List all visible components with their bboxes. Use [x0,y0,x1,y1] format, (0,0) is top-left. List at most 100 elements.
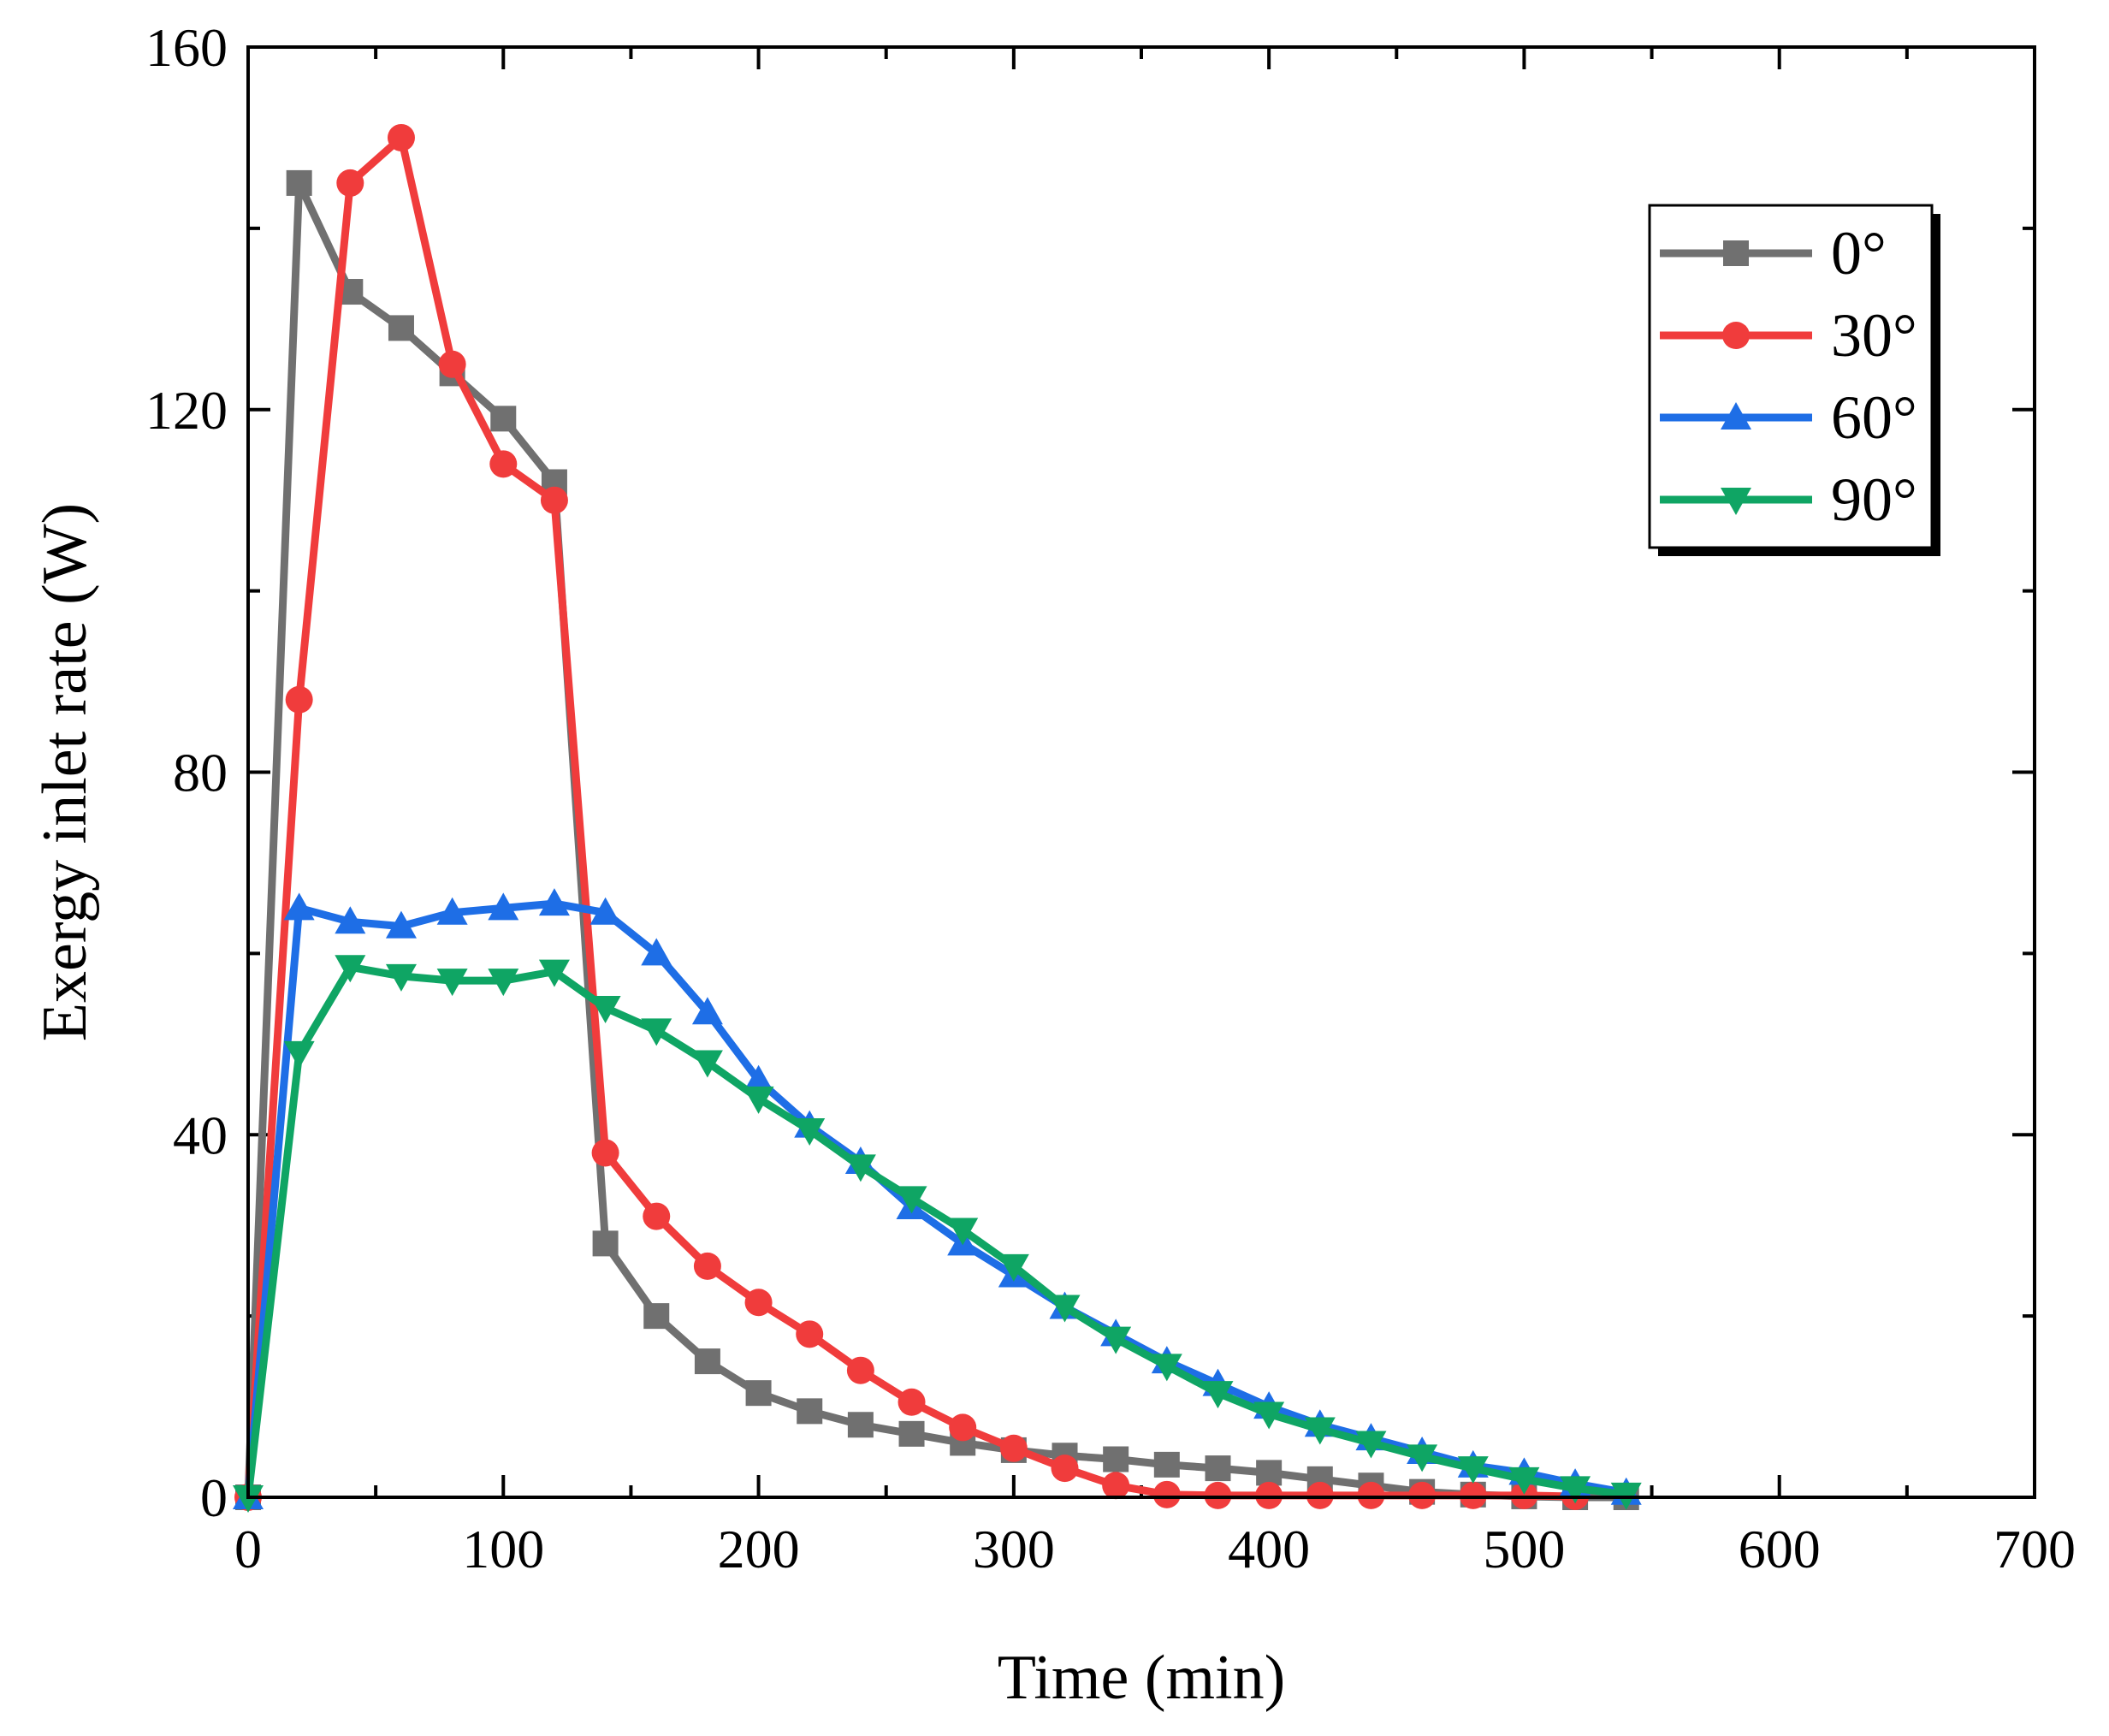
plot-series [233,123,1642,1513]
data-point [641,938,672,966]
data-point [388,315,414,341]
data-point [1100,1326,1132,1354]
plot-frame [246,45,2036,1499]
data-point [1508,1466,1540,1495]
data-point [385,910,417,939]
data-point [1103,1446,1129,1472]
data-point [847,1412,874,1438]
data-point [438,350,466,378]
data-point [385,963,417,992]
x-tick-label: 400 [1228,1519,1310,1579]
legend-item: 30° [1660,301,1917,370]
legend-label: 30° [1831,301,1917,370]
data-point [1204,1481,1232,1509]
data-point [1306,1481,1334,1509]
data-point [794,1117,826,1146]
data-point [285,685,313,714]
data-point [691,1050,723,1078]
data-point [335,955,366,983]
data-point [844,1154,876,1182]
series-3 [233,955,1642,1513]
series-line [244,179,1631,1502]
data-point [488,969,519,997]
data-point [691,997,723,1025]
data-point [436,969,468,997]
legend-label: 0° [1831,219,1887,287]
data-point [898,1388,926,1416]
data-point [591,1139,619,1167]
data-point [335,906,366,934]
x-tick-label: 0 [234,1519,262,1579]
data-point [490,406,517,432]
x-tick-label: 500 [1483,1519,1565,1579]
data-point [1151,1354,1182,1382]
data-point [743,1086,774,1114]
legend-label: 60° [1831,383,1917,452]
data-point [1357,1481,1385,1509]
legend-marker [1723,240,1749,266]
data-point [896,1186,927,1214]
data-point [1457,1456,1489,1484]
data-point [589,995,621,1023]
data-point [488,892,519,921]
legend: 0° 30° 60° 90° [1648,204,1940,556]
legend-item: 0° [1660,219,1887,287]
legend-marker [1721,402,1751,430]
data-point [998,1253,1029,1282]
y-tick-labels: 0 40 80 120 160 [145,17,228,1528]
data-point [336,169,364,197]
data-point [743,1064,774,1093]
legend-item: 90° [1660,465,1917,534]
data-point [387,123,415,151]
y-tick-label: 160 [145,17,228,78]
data-point [846,1356,874,1384]
x-axis-title: Time (min) [998,1643,1285,1713]
data-point [1152,1480,1181,1508]
legend-marker [1721,488,1751,515]
data-point [286,169,312,196]
legend-item: 60° [1660,383,1917,452]
data-point [1510,1481,1538,1509]
data-point [1407,1444,1438,1472]
data-point [1255,1481,1283,1509]
data-point [1408,1481,1437,1509]
data-point [1253,1401,1285,1430]
x-tick-labels: 0 100 200 300 400 500 600 700 [234,1519,2076,1579]
data-point [538,888,570,916]
x-tick-label: 200 [718,1519,800,1579]
data-point [589,897,621,925]
data-point [898,1420,925,1447]
data-point [744,1289,773,1317]
y-axis-title: Exergy inlet rate (W) [30,503,100,1041]
data-point [283,892,315,921]
y-tick-label: 0 [200,1467,228,1528]
data-point [489,450,518,478]
legend-marker [1722,322,1750,349]
legend-label: 90° [1831,465,1917,534]
data-point [797,1398,823,1425]
data-point [643,1202,671,1230]
data-point [1256,1460,1283,1486]
data-point [1153,1451,1180,1478]
data-point [1049,1295,1081,1323]
series-line [244,899,1631,1502]
x-tick-label: 700 [1993,1519,2076,1579]
y-tick-label: 120 [145,380,228,441]
legend-box [1648,204,1934,549]
data-point [641,1018,672,1046]
y-tick-label: 40 [173,1105,228,1165]
data-point [643,1303,670,1330]
data-point [1560,1476,1591,1504]
data-point [1355,1431,1387,1459]
y-tick-label: 80 [173,743,228,803]
data-point [538,959,570,987]
x-tick-label: 100 [462,1519,544,1579]
x-tick-label: 600 [1739,1519,1821,1579]
x-tick-label: 300 [973,1519,1055,1579]
series-line [244,963,1631,1502]
data-point [1459,1481,1487,1509]
data-point [1102,1472,1130,1500]
data-point [283,1040,315,1069]
data-point [694,1348,720,1375]
